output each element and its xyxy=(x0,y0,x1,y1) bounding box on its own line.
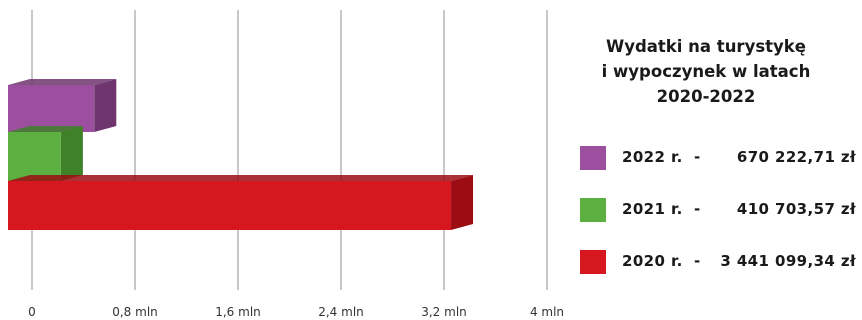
x-tick-label: 0,8 mln xyxy=(112,305,158,319)
x-tick-label: 2,4 mln xyxy=(318,305,364,319)
bar-side-2020 xyxy=(451,175,474,230)
legend-swatch-2021 xyxy=(580,198,606,222)
bar-top-2021 xyxy=(8,126,83,132)
legend-year-label: 2021 r. - xyxy=(622,200,701,218)
bar-top-2022 xyxy=(8,79,117,85)
chart-title-line: 2020-2022 xyxy=(656,87,756,106)
bar-2020 xyxy=(8,181,452,230)
legend-item-2021: 2021 r. - 410 703,57 zł xyxy=(580,196,856,224)
bar-2021 xyxy=(8,132,61,181)
chart-title: Wydatki na turystykę i wypoczynek w lata… xyxy=(582,34,830,109)
chart-title-line: Wydatki na turystykę xyxy=(606,37,806,56)
legend-swatch-2022 xyxy=(580,146,606,170)
x-tick-label: 1,6 mln xyxy=(215,305,261,319)
legend-value: 410 703,57 zł xyxy=(736,200,856,218)
bar-2022 xyxy=(8,85,95,132)
legend-item-2022: 2022 r. - 670 222,71 zł xyxy=(580,144,856,172)
x-tick-label: 0 xyxy=(28,305,36,319)
legend: Wydatki na turystykę i wypoczynek w lata… xyxy=(578,34,858,274)
legend-value: 670 222,71 zł xyxy=(736,148,856,166)
bar-side-2021 xyxy=(60,126,83,181)
legend-swatch-2020 xyxy=(580,250,606,274)
legend-value: 3 441 099,34 zł xyxy=(720,252,856,270)
legend-year-label: 2020 r. - xyxy=(622,252,701,270)
x-tick-label: 3,2 mln xyxy=(421,305,467,319)
bar-side-2022 xyxy=(94,79,117,132)
x-tick-label: 4 mln xyxy=(530,305,564,319)
legend-item-2020: 2020 r. - 3 441 099,34 zł xyxy=(580,248,856,276)
legend-year-label: 2022 r. - xyxy=(622,148,701,166)
bar-chart: 0 0,8 mln 1,6 mln 2,4 mln 3,2 mln 4 mln xyxy=(8,10,564,319)
chart-title-line: i wypoczynek w latach xyxy=(601,62,811,81)
bar-top-2020 xyxy=(8,175,474,181)
